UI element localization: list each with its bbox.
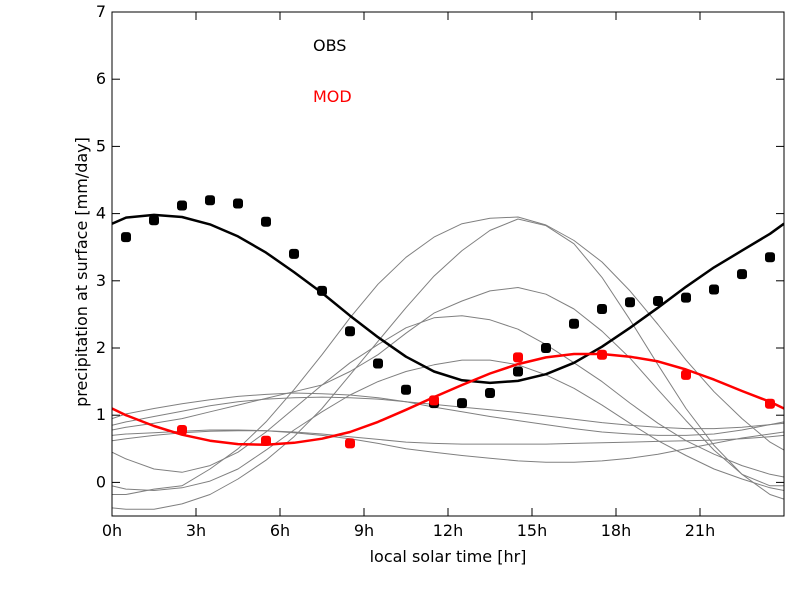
obs-data-point (345, 326, 355, 337)
ensemble-line (112, 218, 784, 510)
obs-data-point (289, 248, 299, 259)
x-tick-label: 21h (685, 521, 716, 540)
y-tick-label: 0 (96, 472, 106, 491)
obs-data-point (485, 388, 495, 398)
y-tick-label: 6 (96, 69, 106, 88)
obs-data-point (765, 252, 775, 263)
obs-data-point (653, 296, 663, 306)
obs-data-point (261, 216, 271, 227)
legend-entry-mod: MOD (313, 87, 352, 106)
x-tick-label: 18h (601, 521, 632, 540)
obs-data-point (373, 358, 383, 369)
mod-data-point (765, 398, 775, 409)
obs-data-point (569, 318, 579, 329)
ensemble-line (112, 216, 784, 495)
y-tick-label: 7 (96, 2, 106, 21)
y-tick-label: 5 (96, 136, 106, 155)
obs-data-point (233, 198, 243, 209)
y-axis-label: precipitation at surface [mm/day] (72, 137, 91, 407)
obs-data-point (457, 398, 467, 409)
y-tick-label: 3 (96, 271, 106, 290)
x-axis-label: local solar time [hr] (370, 547, 527, 566)
mod-data-point (681, 369, 691, 380)
obs-data-point (709, 284, 719, 295)
obs-data-point (401, 384, 411, 395)
obs-data-point (177, 200, 187, 211)
y-tick-label: 2 (96, 338, 106, 357)
legend: OBS MOD (313, 36, 352, 106)
mod-data-point (345, 438, 355, 449)
obs-data-point (149, 215, 159, 226)
obs-data-point (205, 195, 215, 206)
ensemble-line (112, 287, 784, 487)
x-tick-label: 3h (186, 521, 206, 540)
x-tick-label: 15h (517, 521, 548, 540)
y-tick-label: 4 (96, 204, 106, 223)
obs-data-point (625, 297, 635, 308)
mod-fit-line (112, 352, 784, 447)
obs-data-point (513, 366, 523, 377)
ensemble-line (112, 429, 784, 463)
mod-data-point (429, 395, 439, 406)
obs-data-point (121, 232, 131, 243)
obs-data-point (541, 343, 551, 353)
obs-data-point (597, 304, 607, 314)
legend-entry-obs: OBS (313, 36, 346, 55)
y-tick-label: 1 (96, 405, 106, 424)
x-tick-label: 9h (354, 521, 374, 540)
ensemble-line (112, 359, 784, 491)
x-tick-label: 12h (433, 521, 464, 540)
mod-data-point (261, 435, 271, 446)
x-tick-label: 6h (270, 521, 290, 540)
obs-data-point (737, 269, 747, 280)
x-tick-label: 0h (102, 521, 122, 540)
ensemble-line (112, 315, 784, 478)
mod-data-point (513, 352, 523, 363)
ensemble-line (112, 392, 784, 436)
obs-data-point (681, 292, 691, 303)
ensemble-line (112, 396, 784, 430)
obs-fit-line (112, 213, 784, 385)
mod-data-point (597, 349, 607, 360)
ensemble-line (112, 430, 784, 445)
obs-data-point (317, 285, 327, 296)
mod-data-point (177, 425, 187, 435)
